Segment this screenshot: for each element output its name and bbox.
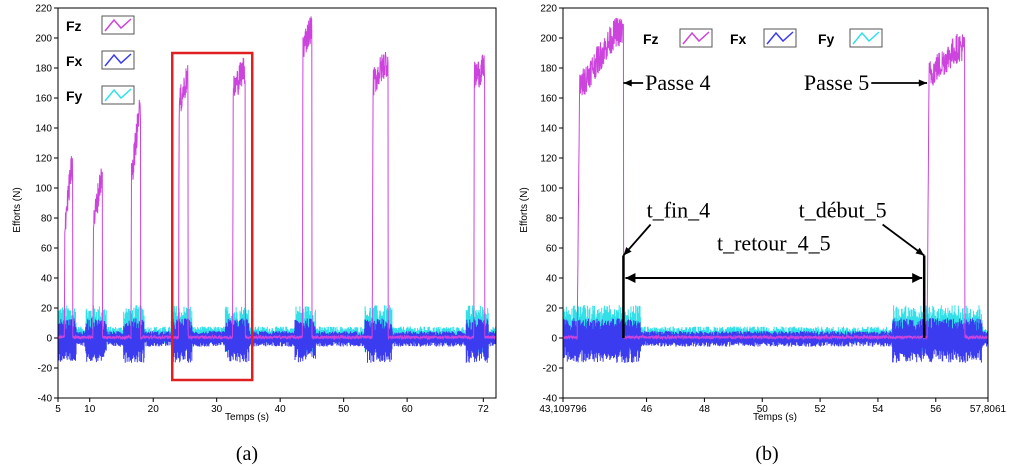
panel-a-caption: (a) bbox=[236, 443, 258, 465]
y-tick-label: 0 bbox=[46, 334, 52, 345]
x-tick-label: 72 bbox=[478, 404, 490, 415]
x-tick-label: 10 bbox=[84, 404, 96, 415]
annotation-arrowhead-icon bbox=[623, 246, 632, 256]
y-tick-label: 200 bbox=[35, 34, 52, 45]
y-tick-label: 140 bbox=[540, 124, 557, 135]
panel-a-legend: Fz Fx Fy bbox=[66, 15, 135, 105]
x-tick-label: 40 bbox=[275, 404, 287, 415]
panel-b-x-ticks: 43,109796 46 48 50 52 54 56 57,8061 bbox=[539, 398, 1007, 415]
legend-a-fx-wave-icon bbox=[104, 53, 132, 67]
y-tick-label: 120 bbox=[35, 154, 52, 165]
y-tick-label: 40 bbox=[546, 274, 558, 285]
y-tick-label: 160 bbox=[35, 94, 52, 105]
panel-b-y-ticks: -40 -20 0 20 40 60 80 100 120 140 160 180 200 220 bbox=[540, 4, 563, 405]
y-tick-label: 40 bbox=[41, 274, 53, 285]
y-tick-label: 220 bbox=[540, 4, 557, 15]
y-tick-label: 0 bbox=[551, 334, 557, 345]
y-tick-label: 180 bbox=[35, 64, 52, 75]
x-tick-label: 43,109796 bbox=[539, 404, 587, 415]
series-fz-line bbox=[57, 16, 497, 341]
panel-b-plot-frame bbox=[562, 7, 989, 399]
panel-a-ylabel: Efforts (N) bbox=[12, 187, 23, 232]
panel-b-legend: Fz Fx Fy bbox=[643, 28, 883, 48]
legend-b-fy-wave-icon bbox=[852, 31, 880, 45]
annotation-label: t_début_5 bbox=[799, 198, 887, 223]
panel-a-highlight-box bbox=[171, 51, 254, 382]
panel-b-ylabel: Efforts (N) bbox=[519, 187, 530, 232]
x-tick-label: 48 bbox=[699, 404, 711, 415]
legend-b-fx-label: Fx bbox=[730, 31, 747, 47]
series-fz-line bbox=[562, 17, 989, 341]
dimension-arrowhead-right-icon bbox=[912, 273, 923, 283]
x-tick-label: 56 bbox=[930, 404, 942, 415]
panel-b-caption: (b) bbox=[755, 443, 778, 465]
y-tick-label: -20 bbox=[38, 364, 53, 375]
x-tick-label: 20 bbox=[148, 404, 160, 415]
x-tick-label: 5 bbox=[55, 404, 61, 415]
legend-a-fy-label: Fy bbox=[66, 88, 83, 104]
legend-b-fz-label: Fz bbox=[643, 31, 659, 47]
y-tick-label: 120 bbox=[540, 154, 557, 165]
y-tick-label: -40 bbox=[543, 394, 558, 405]
legend-a-fx-label: Fx bbox=[66, 53, 83, 69]
dimension-arrowhead-left-icon bbox=[625, 273, 636, 283]
annotation-label: t_retour_4_5 bbox=[717, 231, 831, 256]
x-tick-label: 54 bbox=[872, 404, 884, 415]
annotation-arrowhead-icon bbox=[915, 247, 925, 256]
y-tick-label: 60 bbox=[546, 244, 558, 255]
panel-a-x-ticks: 5 10 20 30 40 50 60 72 bbox=[55, 398, 489, 415]
y-tick-label: 180 bbox=[540, 64, 557, 75]
y-tick-label: 200 bbox=[540, 34, 557, 45]
panel-b-xlabel: Temps (s) bbox=[753, 412, 797, 423]
legend-a-fz-label: Fz bbox=[66, 18, 82, 34]
panel-a: -40 -20 0 20 40 60 80 100 120 140 160 180 200 220 5 10… bbox=[12, 4, 497, 465]
y-tick-label: 100 bbox=[35, 184, 52, 195]
y-tick-label: -40 bbox=[38, 394, 53, 405]
x-tick-label: 50 bbox=[757, 404, 769, 415]
legend-a-fy-wave-icon bbox=[104, 88, 132, 102]
legend-b-fy-label: Fy bbox=[818, 31, 835, 47]
panel-a-plot-frame bbox=[57, 7, 497, 399]
x-tick-label: 52 bbox=[815, 404, 827, 415]
panel-a-y-ticks: -40 -20 0 20 40 60 80 100 120 140 160 180 200 220 bbox=[35, 4, 58, 405]
x-tick-label: 50 bbox=[338, 404, 350, 415]
y-tick-label: 140 bbox=[35, 124, 52, 135]
y-tick-label: 80 bbox=[41, 214, 53, 225]
x-tick-label: 30 bbox=[211, 404, 223, 415]
panel-b: -40 -20 0 20 40 60 80 100 120 140 160 180 200 220 43,… bbox=[519, 4, 1007, 466]
legend-b-fz-wave-icon bbox=[682, 31, 710, 45]
annotation-arrowhead-icon bbox=[623, 79, 632, 87]
annotation-arrowhead-icon bbox=[918, 79, 928, 87]
y-tick-label: 80 bbox=[546, 214, 558, 225]
panel-b-annotations: Passe 4 Passe 5 t_fin_4 t_début_5 t_retour_4… bbox=[622, 70, 928, 338]
y-tick-label: 20 bbox=[546, 304, 558, 315]
y-tick-label: 220 bbox=[35, 4, 52, 15]
x-tick-label: 46 bbox=[641, 404, 653, 415]
annotation-label: Passe 5 bbox=[804, 70, 869, 95]
x-tick-label: 57,8061 bbox=[970, 404, 1007, 415]
y-tick-label: -20 bbox=[543, 364, 558, 375]
y-tick-label: 100 bbox=[540, 184, 557, 195]
legend-b-fx-wave-icon bbox=[766, 31, 794, 45]
annotation-label: Passe 4 bbox=[645, 70, 710, 95]
annotation-arrow bbox=[882, 223, 925, 257]
panel-a-xlabel: Temps (s) bbox=[225, 412, 269, 423]
y-tick-label: 20 bbox=[41, 304, 53, 315]
y-tick-label: 160 bbox=[540, 94, 557, 105]
legend-a-fz-wave-icon bbox=[104, 18, 132, 32]
annotation-label: t_fin_4 bbox=[647, 198, 711, 223]
x-tick-label: 60 bbox=[402, 404, 414, 415]
y-tick-label: 60 bbox=[41, 244, 53, 255]
